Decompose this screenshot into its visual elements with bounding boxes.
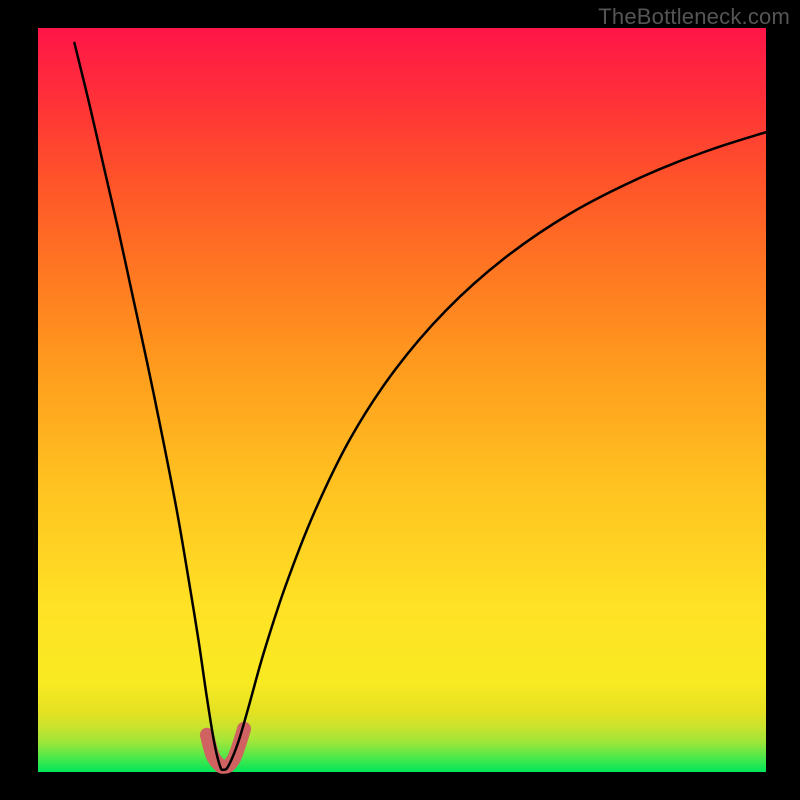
chart-frame: TheBottleneck.com (0, 0, 800, 800)
watermark-text: TheBottleneck.com (598, 4, 790, 30)
plot-background (38, 28, 766, 772)
bottleneck-chart (0, 0, 800, 800)
